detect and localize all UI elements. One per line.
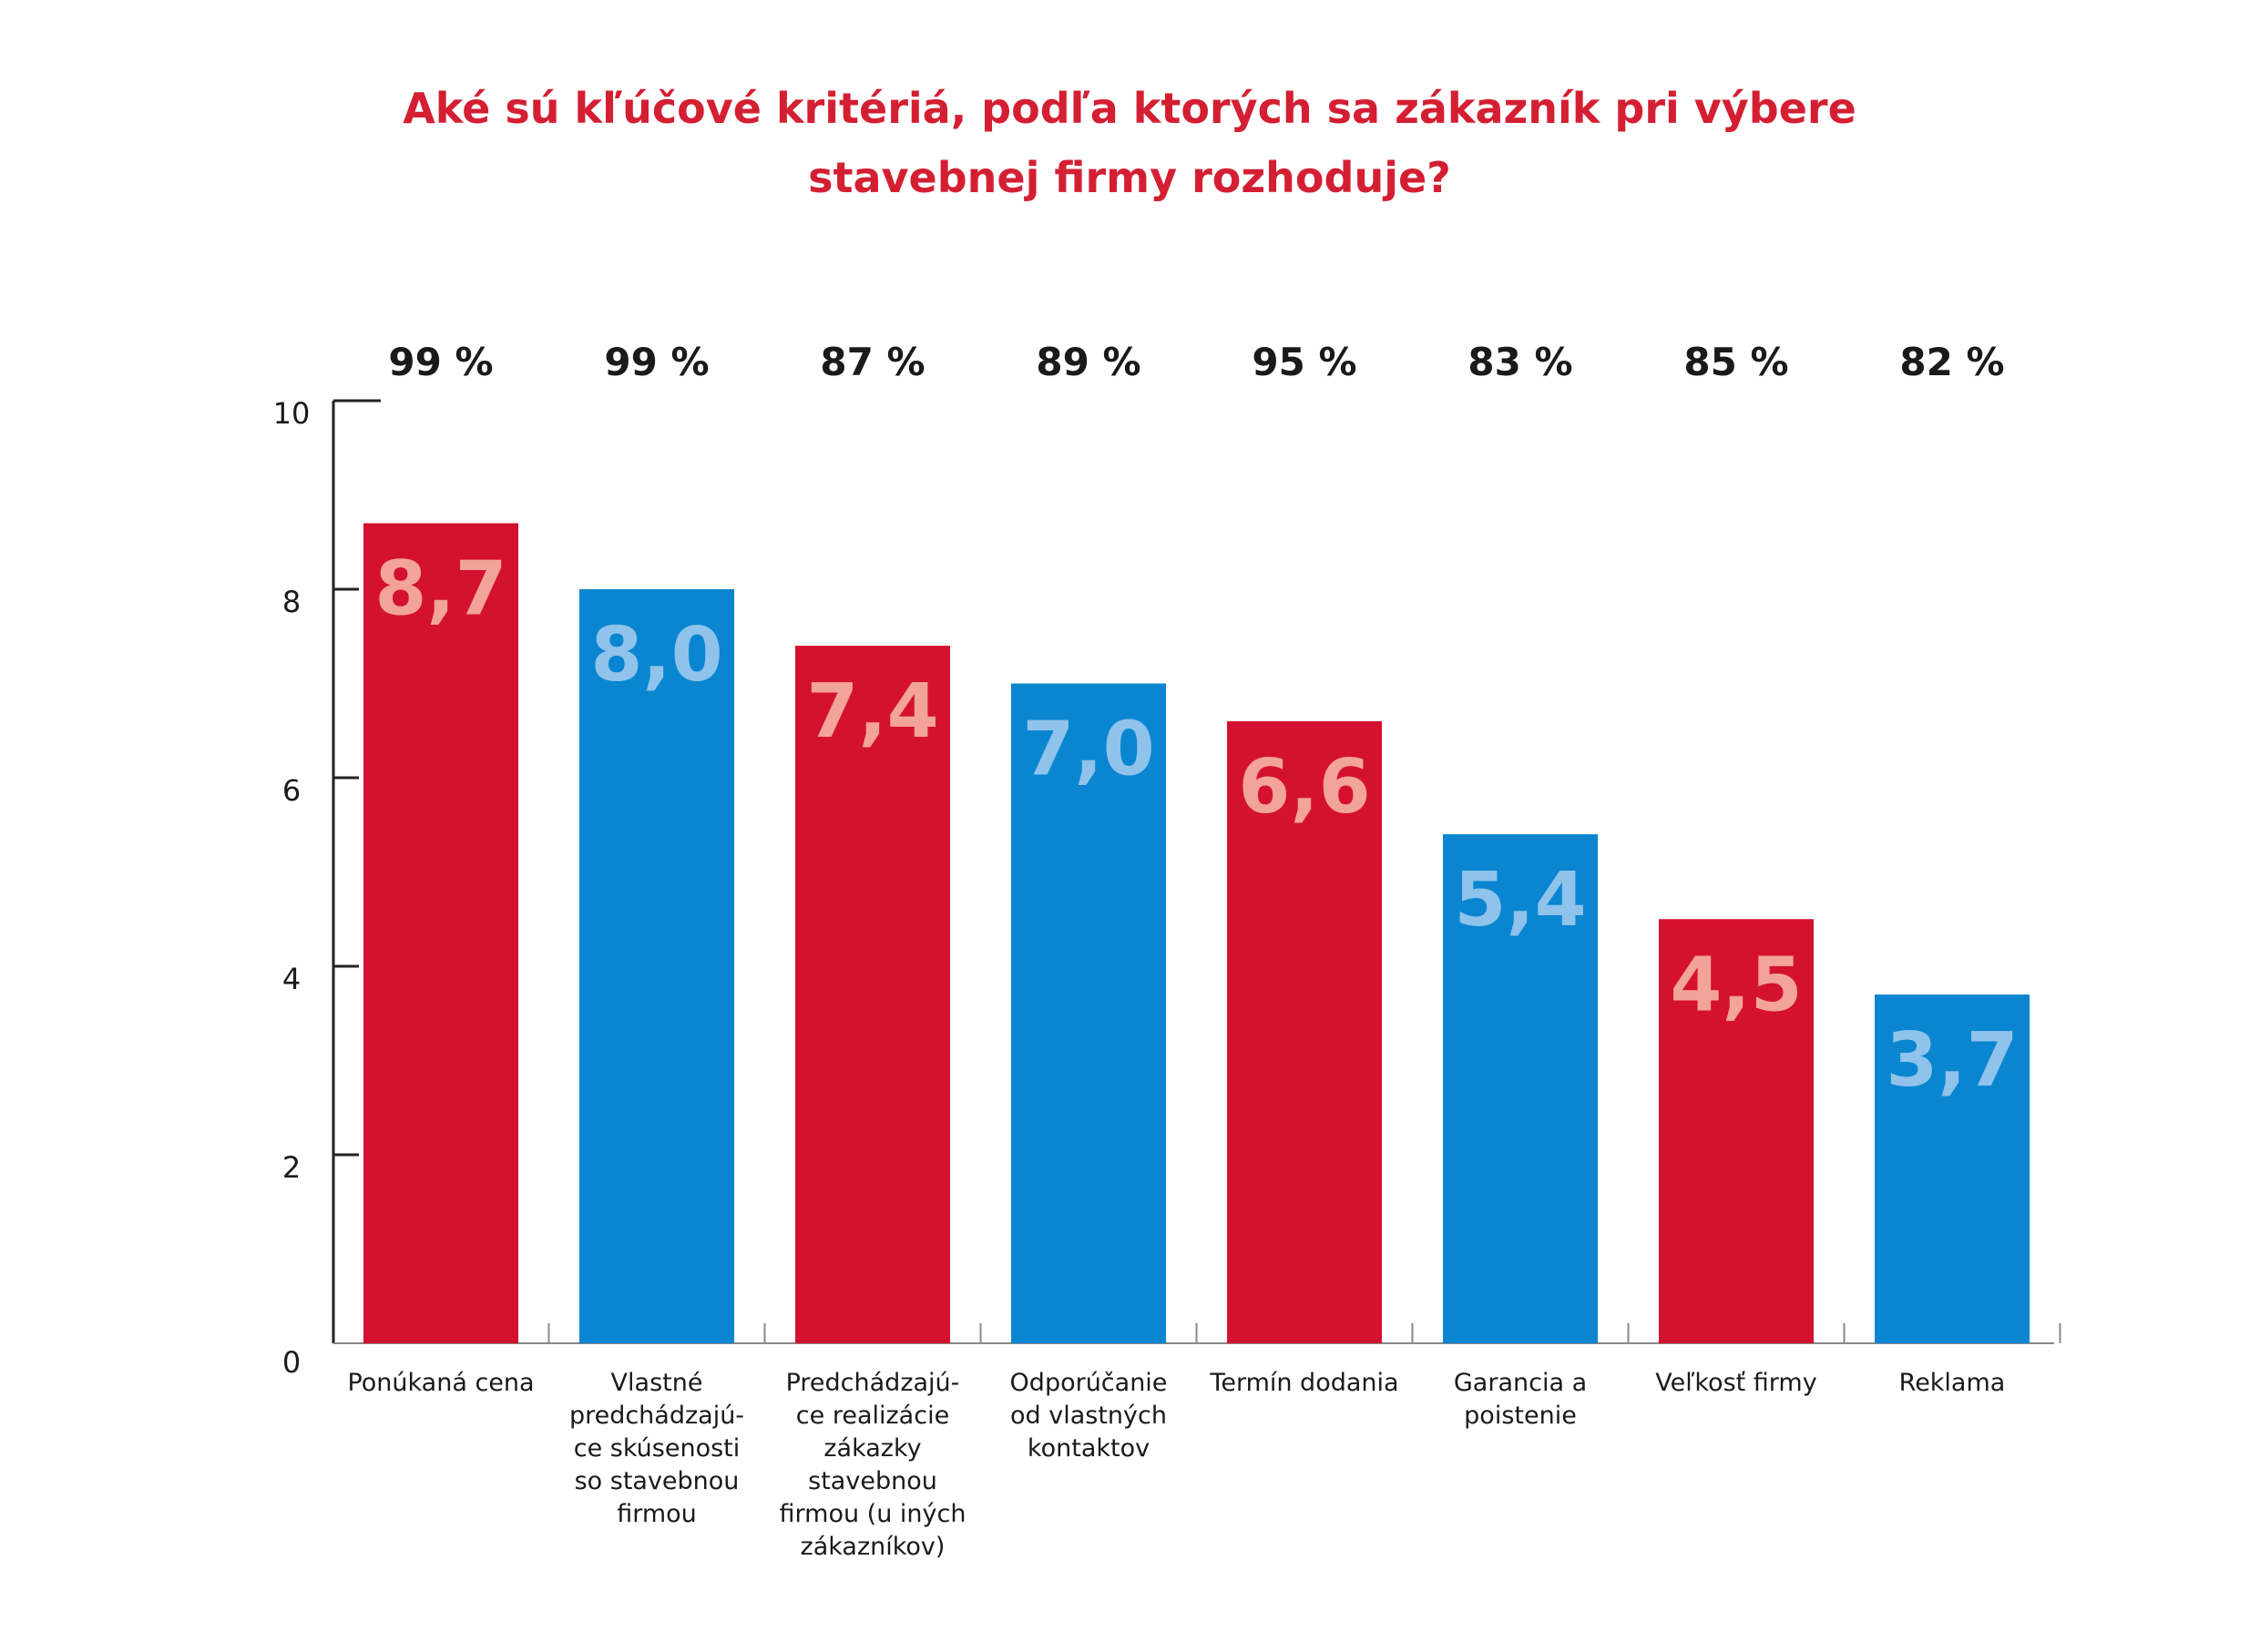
category-label-2-line-1: Vlastné xyxy=(611,1369,703,1397)
bar-5 xyxy=(1227,720,1382,1343)
title-line-2: stavebnej firmy rozhoduje? xyxy=(808,153,1451,202)
percent-label-8: 82 % xyxy=(1899,340,2004,384)
category-label-6-line-2: poistenie xyxy=(1464,1402,1577,1430)
bar-3 xyxy=(795,646,950,1343)
y-tick-label: 8 xyxy=(282,585,301,619)
value-label-3: 7,4 xyxy=(806,668,938,755)
value-label-5: 6,6 xyxy=(1238,744,1370,831)
y-tick-label: 4 xyxy=(282,962,301,996)
percent-label-1: 99 % xyxy=(388,340,493,384)
percent-labels: 99 % 99 % 87 % 89 % 95 % 83 % 85 % 82 % xyxy=(388,340,2004,384)
bar-7 xyxy=(1659,919,1814,1343)
category-label-3-line-2: ce realizácie xyxy=(796,1402,949,1430)
y-tick-label: 10 xyxy=(273,396,311,431)
percent-label-2: 99 % xyxy=(604,340,709,384)
category-label-8-line-1: Reklama xyxy=(1899,1369,2006,1397)
value-label-2: 8,0 xyxy=(590,612,722,699)
y-tick-label: 2 xyxy=(282,1150,301,1185)
category-label-2-line-4: so stavebnou xyxy=(575,1467,740,1495)
bar-8 xyxy=(1875,994,2030,1343)
category-labels: Ponúkaná cena Vlastné predchádzajú-ce skús… xyxy=(347,1369,2005,1561)
category-label-4-line-2: od vlastných xyxy=(1010,1402,1167,1430)
value-labels: 8,7 8,0 7,4 7,0 6,6 5,4 4,5 3,7 xyxy=(374,546,2018,1105)
percent-label-5: 95 % xyxy=(1252,340,1356,384)
category-label-3-line-5: firmou (u iných xyxy=(780,1500,966,1528)
category-label-3-line-3: zákazky xyxy=(823,1434,921,1463)
value-label-4: 7,0 xyxy=(1022,707,1154,793)
category-label-2-line-5: firmou xyxy=(617,1500,697,1528)
percent-label-6: 83 % xyxy=(1467,340,1572,384)
value-label-8: 3,7 xyxy=(1886,1017,2018,1104)
category-label-1-line-1: Ponúkaná cena xyxy=(347,1369,534,1397)
y-tick-label: 0 xyxy=(282,1345,301,1380)
category-label-4-line-3: kontaktov xyxy=(1028,1434,1150,1463)
category-label-5-line-1: Termín dodania xyxy=(1209,1369,1398,1397)
percent-label-4: 89 % xyxy=(1036,340,1140,384)
category-label-3-line-1: Predchádzajú- xyxy=(786,1369,960,1397)
bars xyxy=(363,523,2030,1343)
category-label-7-line-1: Veľkosť firmy xyxy=(1655,1369,1816,1397)
bar-4 xyxy=(1011,683,1166,1343)
category-label-3-line-6: zákazníkov) xyxy=(801,1533,946,1561)
category-label-2-line-3: ce skúsenosti xyxy=(574,1434,741,1463)
title-line-1: Aké sú kľúčové kritériá, podľa ktorých s… xyxy=(403,84,1856,133)
bar-2 xyxy=(579,589,734,1343)
category-label-6-line-1: Garancia a xyxy=(1454,1369,1587,1397)
value-label-7: 4,5 xyxy=(1670,942,1802,1028)
y-tick-label: 6 xyxy=(282,773,301,808)
category-label-3-line-4: stavebnou xyxy=(808,1467,937,1495)
category-label-4-line-1: Odporúčanie xyxy=(1010,1369,1168,1397)
chart-title: Aké sú kľúčové kritériá, podľa ktorých s… xyxy=(403,84,1856,202)
bar-6 xyxy=(1443,834,1598,1343)
value-label-6: 5,4 xyxy=(1454,857,1586,943)
category-label-2-line-2: predchádzajú- xyxy=(569,1402,744,1430)
percent-label-3: 87 % xyxy=(820,340,925,384)
percent-label-7: 85 % xyxy=(1683,340,1788,384)
bar-1 xyxy=(363,523,518,1343)
value-label-1: 8,7 xyxy=(374,546,506,633)
